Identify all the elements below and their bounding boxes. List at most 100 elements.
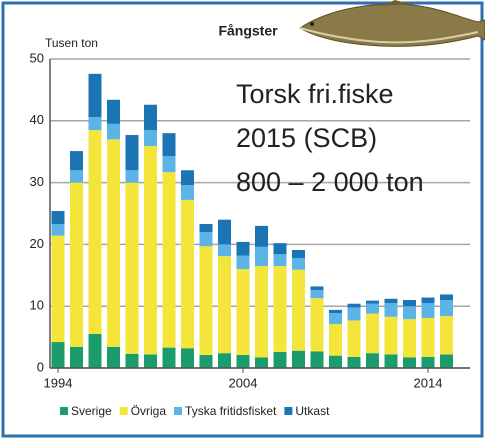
legend-swatch: [174, 407, 183, 415]
bar-segment: [125, 182, 139, 354]
bar-segment: [347, 303, 361, 308]
bar-segment: [51, 235, 65, 343]
bar-segment: [329, 312, 342, 325]
bar-segment: [403, 300, 416, 307]
bar-segment: [70, 346, 83, 368]
bar-segment: [310, 286, 324, 291]
bar-segment: [421, 317, 435, 357]
bar-segment: [236, 255, 250, 270]
bar-segment: [51, 211, 65, 225]
bar-segment: [366, 300, 379, 304]
bar-segment: [366, 303, 379, 314]
bar-segment: [273, 351, 287, 368]
bar-segment: [88, 130, 102, 335]
bar-segment: [162, 133, 176, 157]
legend-label: Utkast: [295, 404, 330, 418]
bar-segment: [125, 170, 139, 183]
bar-segment: [70, 170, 83, 183]
bar-segment: [403, 319, 416, 358]
bar-segment: [440, 316, 453, 355]
bar-segment: [181, 348, 194, 368]
bar-segment: [107, 123, 120, 140]
bar-segment: [181, 185, 194, 200]
bar-segment: [199, 246, 213, 356]
bar-segment: [347, 356, 361, 368]
bar-segment: [329, 355, 342, 368]
bar-segment: [366, 313, 379, 354]
legend-swatch: [284, 407, 293, 415]
bar-segment: [199, 232, 213, 247]
annotation: Torsk fri.fiske 2015 (SCB) 800 – 2 000 ton: [236, 79, 424, 197]
bar-segment: [125, 353, 139, 368]
bar-segment: [310, 290, 324, 299]
y-tick-label: 40: [30, 112, 44, 127]
bar-segment: [421, 297, 435, 304]
bar-segment: [329, 309, 342, 313]
bar-segment: [403, 306, 416, 320]
bar-segment: [292, 269, 305, 351]
bar-segment: [384, 298, 398, 304]
bar-segment: [273, 254, 287, 267]
x-tick-label: 2014: [414, 375, 443, 390]
bar-segment: [88, 117, 102, 131]
bar-segment: [384, 303, 398, 317]
bar-segment: [384, 354, 398, 368]
bar-segment: [162, 347, 176, 368]
bar-segment: [199, 224, 213, 233]
fish-illustration: [299, 0, 485, 47]
bar-segment: [218, 256, 231, 354]
bar-segment: [440, 294, 453, 301]
bar-segment: [144, 354, 157, 368]
bar-segment: [347, 320, 361, 357]
annotation-line: 2015 (SCB): [236, 123, 377, 153]
bar-segment: [310, 298, 324, 352]
bar-segment: [273, 266, 287, 352]
bar-segment: [384, 316, 398, 355]
legend-label: Övriga: [131, 404, 167, 418]
bar-segment: [310, 351, 324, 368]
legend-swatch: [119, 407, 128, 415]
legend-label: Sverige: [71, 404, 112, 418]
bar-segment: [70, 182, 83, 347]
bar-segment: [162, 156, 176, 173]
bar-segment: [107, 346, 120, 368]
bar-segment: [199, 355, 213, 368]
bar-segment: [107, 139, 120, 347]
chart-title: Fångster: [218, 23, 278, 39]
bar-segment: [273, 243, 287, 255]
bar-segment: [218, 244, 231, 257]
bar-segment: [144, 146, 157, 355]
y-tick-label: 50: [30, 50, 44, 65]
bar-segment: [51, 342, 65, 368]
annotation-line: Torsk fri.fiske: [236, 79, 394, 109]
bar-segment: [88, 73, 102, 118]
bar-segment: [125, 135, 139, 171]
bar-segment: [144, 104, 157, 131]
bar-segment: [218, 219, 231, 245]
bar-segment: [292, 257, 305, 270]
bar-segment: [255, 357, 268, 368]
bar-segment: [162, 172, 176, 348]
y-axis-label: Tusen ton: [45, 36, 98, 50]
legend-label: Tyska fritidsfisket: [185, 404, 277, 418]
legend-swatch: [60, 407, 68, 415]
bar-segment: [107, 99, 120, 124]
bar-segment: [421, 356, 435, 368]
bar-segment: [236, 269, 250, 356]
bar-segment: [255, 266, 268, 358]
y-tick-label: 0: [37, 359, 44, 374]
plot-area: 0 10 20 30 40 50 1994 2004 2014: [30, 50, 470, 390]
legend: Sverige Övriga Tyska fritidsfisket Utkast: [60, 404, 330, 418]
bar-segment: [144, 130, 157, 147]
bar-segment: [329, 324, 342, 356]
bar-segment: [236, 355, 250, 368]
y-tick-label: 20: [30, 236, 44, 251]
bar-segment: [366, 353, 379, 368]
bar-segment: [255, 246, 268, 267]
bar-segment: [292, 350, 305, 368]
bar-segment: [181, 170, 194, 186]
annotation-line: 800 – 2 000 ton: [236, 167, 424, 197]
